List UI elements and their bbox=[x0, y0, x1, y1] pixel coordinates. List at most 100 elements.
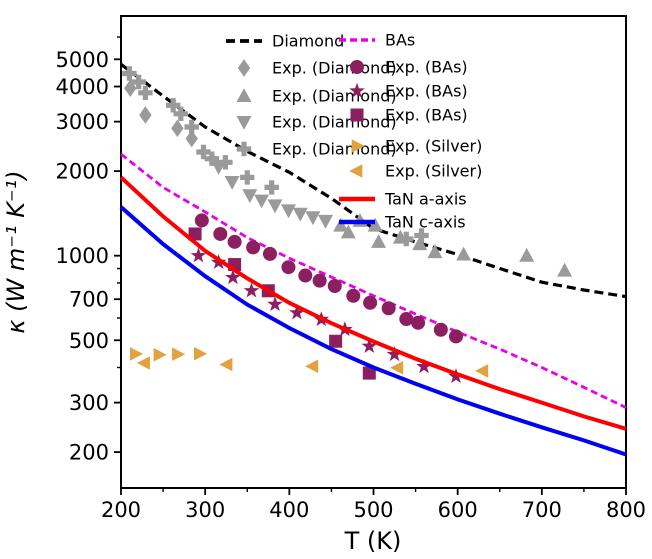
triangle-up-marker bbox=[519, 247, 535, 262]
legend-item: Exp. (BAs) bbox=[350, 58, 468, 77]
circle-marker bbox=[246, 240, 261, 255]
square-marker bbox=[188, 227, 202, 241]
triangle-right-marker bbox=[351, 139, 365, 153]
legend-label: TaN c-axis bbox=[384, 213, 466, 232]
triangle-left-marker bbox=[390, 361, 404, 375]
series-scatter-9 bbox=[130, 346, 208, 362]
legend-item: Exp. (BAs) bbox=[350, 106, 468, 125]
circle-marker bbox=[346, 288, 361, 303]
x-tick-label: 800 bbox=[606, 498, 646, 522]
circle-marker bbox=[448, 329, 463, 344]
legend-item: Exp. (Diamond) bbox=[236, 140, 397, 159]
legend-label: Exp. (Diamond) bbox=[272, 59, 397, 78]
y-tick-label: 200 bbox=[69, 441, 109, 465]
legend-label: Exp. (Diamond) bbox=[272, 140, 397, 159]
legend-item: Exp. (Silver) bbox=[351, 137, 482, 156]
plus-marker bbox=[196, 144, 211, 160]
plus-marker bbox=[204, 151, 220, 166]
x-tick-label: 600 bbox=[438, 498, 478, 522]
series-scatter-6 bbox=[194, 213, 463, 344]
triangle-right-marker bbox=[172, 347, 186, 361]
plus-marker bbox=[414, 228, 429, 243]
triangle-down-marker bbox=[305, 211, 321, 226]
triangle-up-marker bbox=[333, 217, 349, 232]
legend-label: Exp. (BAs) bbox=[385, 58, 468, 77]
series-scatter-10 bbox=[136, 356, 489, 378]
triangle-up-marker bbox=[427, 244, 443, 259]
series-scatter-4 bbox=[122, 66, 429, 247]
triangle-down-marker bbox=[267, 199, 283, 214]
legend-label: Exp. (BAs) bbox=[385, 106, 468, 125]
star-marker bbox=[225, 269, 241, 285]
triangle-up-marker bbox=[412, 236, 428, 251]
x-axis-label: T (K) bbox=[344, 527, 402, 555]
legend-item: BAs bbox=[339, 31, 415, 50]
legend-item: Exp. (Diamond) bbox=[237, 59, 397, 78]
triangle-left-marker bbox=[475, 364, 489, 378]
star-marker bbox=[386, 346, 403, 362]
square-marker bbox=[362, 366, 376, 380]
legend-item: Exp. (Silver) bbox=[349, 162, 482, 181]
triangle-down-marker bbox=[281, 204, 296, 219]
legend-label: BAs bbox=[385, 31, 415, 50]
star-marker bbox=[267, 296, 283, 311]
triangle-down-marker bbox=[236, 116, 252, 130]
x-tick-label: 300 bbox=[185, 498, 225, 522]
circle-marker bbox=[411, 315, 426, 330]
triangle-right-marker bbox=[194, 346, 208, 361]
circle-marker bbox=[281, 260, 296, 275]
legend-item: Diamond bbox=[226, 32, 344, 51]
y-tick-label: 3000 bbox=[56, 110, 109, 134]
legend-item: TaN a-axis bbox=[339, 190, 467, 209]
y-tick-label: 2000 bbox=[56, 160, 109, 184]
triangle-up-marker bbox=[340, 224, 356, 239]
series-line-11 bbox=[119, 175, 627, 431]
series-scatter-1 bbox=[124, 79, 198, 148]
circle-marker bbox=[381, 301, 396, 316]
plus-marker bbox=[240, 170, 255, 185]
legend-label: TaN a-axis bbox=[384, 190, 467, 209]
x-tick-label: 200 bbox=[101, 498, 141, 522]
legend-label: Exp. (Diamond) bbox=[272, 113, 397, 132]
legend-item: Exp. (Diamond) bbox=[236, 113, 397, 132]
y-tick-label: 300 bbox=[69, 391, 109, 415]
y-axis-label: κ (W m⁻¹ K⁻¹) bbox=[2, 170, 30, 333]
plus-marker bbox=[122, 66, 137, 81]
legend-label: Exp. (BAs) bbox=[385, 82, 468, 101]
circle-marker bbox=[350, 60, 364, 74]
legend-item: Exp. (BAs) bbox=[349, 82, 468, 101]
square-marker bbox=[350, 108, 364, 122]
triangle-down-marker bbox=[254, 194, 270, 209]
square-marker bbox=[329, 334, 343, 348]
triangle-right-marker bbox=[130, 347, 144, 361]
y-tick-label: 5000 bbox=[56, 48, 109, 72]
circle-marker bbox=[194, 213, 209, 228]
plus-marker bbox=[236, 141, 252, 157]
triangle-up-marker bbox=[371, 234, 387, 248]
triangle-up-marker bbox=[236, 88, 252, 102]
circle-marker bbox=[399, 312, 414, 327]
series-scatter-3 bbox=[211, 160, 333, 229]
series-line-12 bbox=[119, 205, 627, 457]
star-marker bbox=[349, 82, 365, 98]
triangle-down-marker bbox=[242, 189, 258, 204]
plus-marker bbox=[173, 106, 188, 121]
circle-marker bbox=[262, 246, 277, 261]
star-marker bbox=[361, 338, 378, 353]
diamond-marker bbox=[171, 119, 184, 137]
triangle-left-marker bbox=[349, 164, 363, 178]
plus-marker bbox=[218, 155, 233, 170]
triangle-up-marker bbox=[456, 246, 472, 261]
diamond-marker bbox=[139, 106, 152, 124]
triangle-up-marker bbox=[367, 217, 383, 232]
x-tick-label: 700 bbox=[522, 498, 562, 522]
y-tick-label: 1000 bbox=[56, 244, 109, 268]
plus-marker bbox=[264, 180, 279, 195]
triangle-down-marker bbox=[318, 214, 333, 229]
diamond-marker bbox=[237, 59, 251, 77]
legend-item: Exp. (Diamond) bbox=[236, 87, 397, 106]
plus-marker bbox=[131, 74, 146, 90]
triangle-left-marker bbox=[136, 356, 150, 370]
triangle-down-marker bbox=[224, 176, 240, 190]
